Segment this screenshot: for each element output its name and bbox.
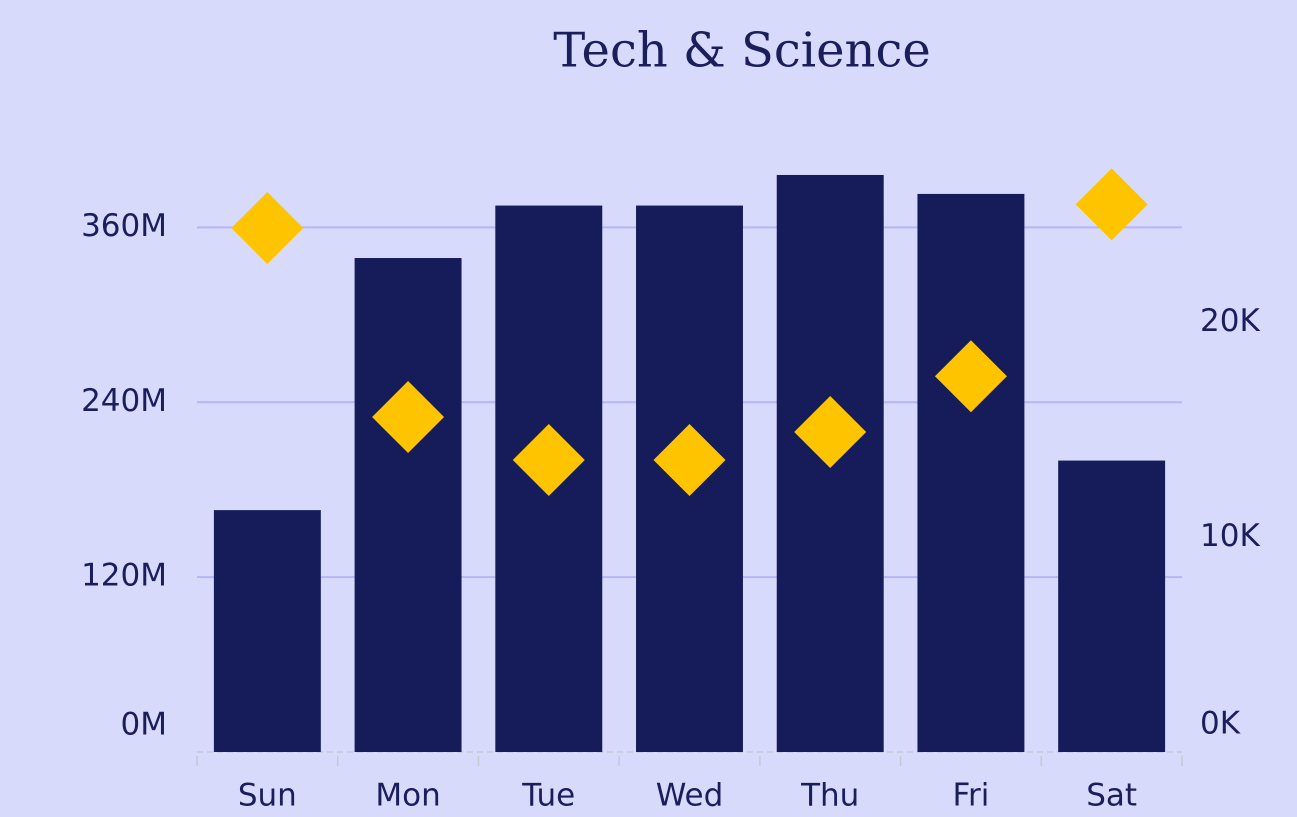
x-tick-label: Tue xyxy=(521,778,575,814)
bar xyxy=(354,258,462,752)
diamond-marker xyxy=(653,423,726,496)
bar xyxy=(1058,460,1166,752)
diamond-marker xyxy=(512,423,585,496)
y-tick-label: 120M xyxy=(81,558,167,594)
bar xyxy=(917,193,1025,752)
y2-tick-label: 10K xyxy=(1200,518,1260,554)
y2-tick-label: 20K xyxy=(1200,303,1260,339)
x-tick-label: Fri xyxy=(952,778,989,814)
x-tick-label: Wed xyxy=(656,778,724,814)
x-tick-label: Mon xyxy=(375,778,440,814)
y-tick-label: 0M xyxy=(121,707,167,743)
diamond-marker xyxy=(794,396,867,469)
diamond-marker xyxy=(1075,168,1148,241)
diamond-marker xyxy=(231,192,304,265)
diamond-marker xyxy=(934,340,1007,413)
diamond-marker xyxy=(372,381,445,454)
y2-tick-label: 0K xyxy=(1200,706,1241,742)
x-tick-label: Sun xyxy=(238,778,297,814)
x-tick-label: Sat xyxy=(1086,778,1137,814)
chart-title: Tech & Science xyxy=(553,23,930,79)
x-tick-label: Thu xyxy=(800,778,859,814)
y-tick-label: 360M xyxy=(81,208,167,244)
y-tick-label: 240M xyxy=(81,383,167,419)
bar xyxy=(213,510,321,752)
